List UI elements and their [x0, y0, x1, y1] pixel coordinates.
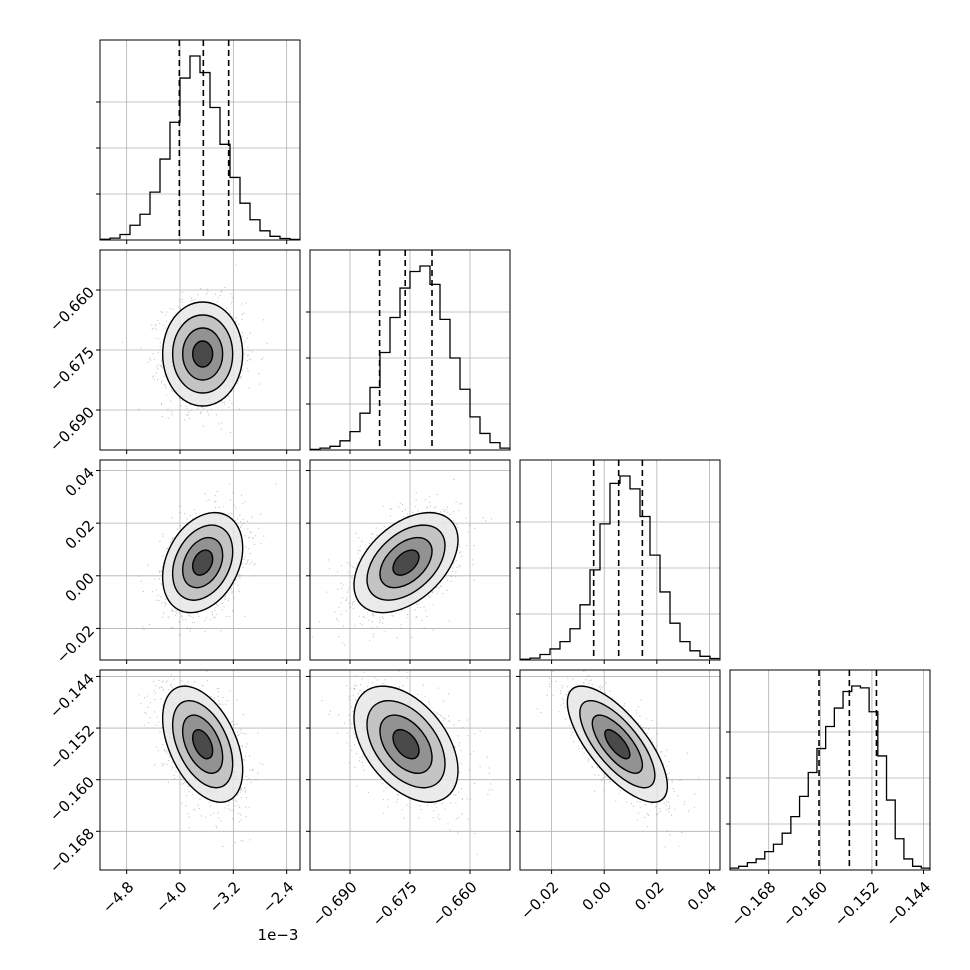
contour-line-3 — [353, 685, 459, 803]
contour-line-2 — [171, 314, 234, 394]
x-tick-label: −0.168 — [727, 878, 779, 930]
panel-1-1 — [306, 249, 511, 454]
plot-area — [312, 478, 492, 646]
plot-area — [310, 250, 510, 450]
histogram-step — [520, 475, 720, 660]
grid — [730, 670, 930, 870]
y-tick-label: −0.168 — [46, 825, 98, 877]
panel-0-0 — [96, 39, 301, 244]
panel-2-1 — [306, 459, 511, 664]
contour-line-0 — [191, 549, 214, 576]
x-tick-label: −2.4 — [259, 878, 297, 916]
grid — [520, 460, 720, 660]
x-tick-label: 0.00 — [579, 878, 615, 914]
panel-3-1: −0.690 −0.675 −0.660 — [306, 669, 511, 930]
panel-2-0: −0.02 0.00 0.02 0.04 — [53, 459, 301, 667]
x-offset-label: 1e−3 — [258, 926, 299, 944]
contour-line-0 — [191, 340, 214, 368]
plot-area — [138, 483, 277, 636]
panel-frame — [729, 669, 931, 871]
contour-line-0 — [191, 728, 214, 760]
x-tick-label: −0.144 — [882, 878, 934, 930]
y-tick-label: 0.02 — [62, 516, 98, 552]
panel-2-2 — [516, 459, 721, 664]
panel-frame — [99, 39, 301, 241]
contour-line-2 — [171, 699, 234, 789]
x-tick-label: −0.660 — [429, 878, 481, 930]
density-band-3 — [604, 729, 630, 759]
plot-area — [121, 264, 268, 434]
y-tick-label: −0.675 — [46, 343, 98, 395]
contour-line-1 — [181, 327, 224, 381]
contour-line-1 — [181, 714, 224, 774]
panel-1-0: −0.690 −0.675 −0.660 — [46, 249, 301, 455]
y-tick-label: −0.660 — [46, 283, 98, 335]
x-tick-label: −4.0 — [152, 878, 190, 916]
contour-line-3 — [161, 511, 244, 614]
panel-3-3: −0.168 −0.160 −0.152 −0.144 — [726, 669, 934, 930]
plot-area — [536, 670, 699, 848]
x-tick-label: −0.160 — [779, 878, 831, 930]
contour-line-1 — [379, 536, 433, 589]
contour-line-1 — [181, 536, 224, 589]
y-tick-label: −0.02 — [53, 622, 98, 667]
panel-3-0: −0.168−0.160−0.152−0.144 −4.8 −4.0 −3.2 −2.4 — [46, 669, 301, 917]
x-tick-label: −4.8 — [99, 878, 137, 916]
contour-line-0 — [604, 728, 631, 760]
histogram-step — [310, 265, 510, 450]
panel-frame — [99, 669, 301, 871]
panel-frame — [99, 459, 301, 661]
x-tick-label: −0.02 — [517, 878, 562, 923]
plot-area — [100, 40, 300, 240]
grid — [100, 250, 300, 450]
contour-line-3 — [161, 685, 244, 803]
contour-line-2 — [366, 699, 446, 789]
contour-line-1 — [591, 714, 644, 774]
plot-area — [138, 670, 264, 848]
x-tick-label: −0.152 — [831, 878, 883, 930]
contour-line-3 — [566, 685, 669, 803]
y-tick-label: −0.160 — [46, 773, 98, 825]
histogram-step — [730, 685, 930, 870]
x-tick-label: 0.04 — [684, 878, 720, 914]
histogram-step — [100, 55, 300, 240]
contour-line-0 — [392, 549, 420, 576]
contour-line-1 — [379, 714, 433, 774]
grid — [310, 250, 510, 450]
density-band-3 — [192, 341, 213, 367]
y-tick-label: 0.04 — [62, 464, 98, 500]
x-tick-label: −3.2 — [206, 878, 244, 916]
contour-line-2 — [366, 524, 446, 601]
x-tick-label: 0.02 — [631, 878, 667, 914]
y-tick-label: −0.690 — [46, 403, 98, 455]
plot-area — [520, 460, 720, 660]
x-tick-label: −0.690 — [309, 878, 361, 930]
y-tick-label: −0.152 — [46, 721, 98, 773]
plot-area — [321, 670, 493, 855]
y-tick-label: −0.144 — [46, 670, 98, 722]
density-band-3 — [192, 550, 213, 576]
panel-3-2: −0.02 0.00 0.02 0.04 — [516, 669, 721, 923]
plot-area — [730, 670, 930, 870]
panel-frame — [519, 459, 721, 661]
contour-line-3 — [353, 511, 459, 614]
contour-line-2 — [579, 699, 656, 789]
panel-frame — [519, 669, 721, 871]
contour-line-3 — [161, 301, 244, 407]
contour-line-2 — [171, 524, 234, 601]
y-tick-label: 0.00 — [62, 569, 98, 605]
x-tick-label: −0.675 — [369, 878, 421, 930]
contour-line-0 — [392, 728, 420, 760]
